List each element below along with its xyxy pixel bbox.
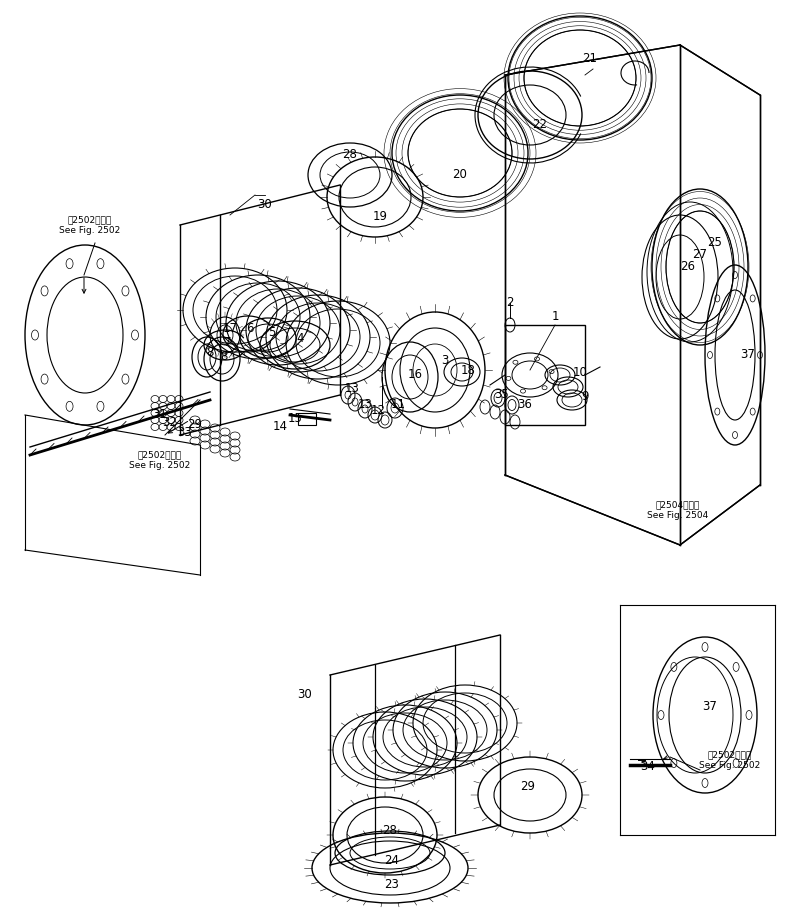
Text: 33: 33: [177, 426, 192, 439]
Text: 4: 4: [296, 331, 304, 345]
Text: 34: 34: [641, 760, 655, 773]
Text: 第2502図参照
See Fig. 2502: 第2502図参照 See Fig. 2502: [60, 215, 121, 235]
Text: 23: 23: [385, 878, 400, 891]
Text: 18: 18: [461, 363, 476, 376]
Text: 27: 27: [692, 249, 707, 262]
Text: 26: 26: [681, 261, 696, 274]
Text: 37: 37: [703, 701, 717, 714]
Text: 3: 3: [441, 353, 449, 367]
Text: 6: 6: [246, 321, 254, 335]
Text: 8: 8: [221, 350, 228, 363]
Text: 28: 28: [382, 824, 397, 836]
Text: 21: 21: [582, 51, 597, 64]
Text: 36: 36: [517, 399, 532, 412]
Text: 29: 29: [520, 780, 535, 793]
Text: 第2504図参照
See Fig. 2504: 第2504図参照 See Fig. 2504: [648, 501, 709, 520]
Text: 8: 8: [206, 347, 214, 360]
Text: 13: 13: [345, 382, 360, 394]
Text: 14: 14: [272, 421, 287, 434]
Text: 30: 30: [298, 688, 312, 702]
Text: 25: 25: [707, 236, 722, 250]
Bar: [505, 325, 585, 425]
Text: 12: 12: [371, 404, 385, 416]
Text: 30: 30: [257, 199, 272, 211]
Text: 1: 1: [551, 310, 559, 324]
Text: 15: 15: [287, 412, 302, 425]
Text: 13: 13: [357, 399, 372, 412]
Text: 5: 5: [268, 326, 276, 339]
Text: 10: 10: [572, 365, 587, 379]
Text: 24: 24: [385, 854, 400, 867]
Text: 第2502図参照
See Fig. 2502: 第2502図参照 See Fig. 2502: [699, 750, 761, 770]
Text: 7: 7: [225, 336, 232, 349]
Text: 17: 17: [222, 321, 238, 335]
Bar: [298, 413, 316, 425]
Text: 20: 20: [453, 168, 467, 181]
Text: 31: 31: [152, 408, 167, 422]
Text: 35: 35: [495, 389, 509, 402]
Text: 16: 16: [407, 369, 422, 382]
Text: 22: 22: [532, 119, 547, 132]
Text: 19: 19: [373, 210, 388, 223]
Text: 28: 28: [342, 148, 357, 162]
Text: 2: 2: [506, 296, 513, 309]
Text: 11: 11: [390, 399, 406, 412]
Text: 37: 37: [740, 349, 755, 361]
Text: 29: 29: [188, 418, 203, 432]
Text: 32: 32: [162, 416, 177, 429]
Text: 9: 9: [581, 391, 589, 404]
Text: 第2502図参照
See Fig. 2502: 第2502図参照 See Fig. 2502: [130, 450, 191, 469]
